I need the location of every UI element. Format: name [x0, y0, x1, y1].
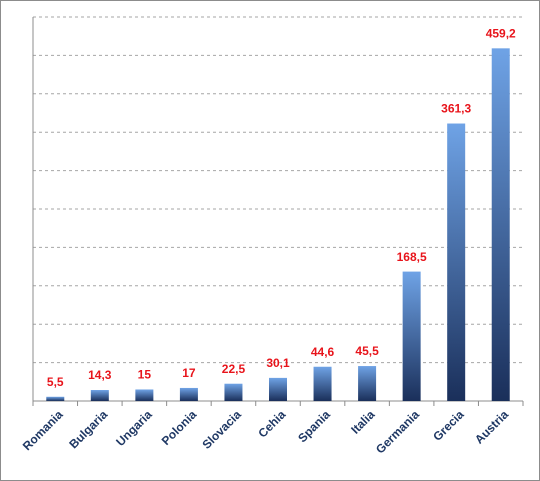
bar	[402, 271, 421, 401]
bar	[224, 383, 243, 401]
bar	[90, 390, 109, 401]
value-label: 14,3	[88, 368, 112, 382]
value-label: 44,6	[311, 345, 335, 359]
value-label: 5,5	[47, 375, 64, 389]
value-label: 45,5	[355, 344, 379, 358]
value-label: 459,2	[486, 27, 516, 41]
value-label: 361,3	[441, 102, 471, 116]
value-label: 22,5	[222, 362, 246, 376]
value-label: 168,5	[397, 250, 427, 264]
bar	[313, 366, 332, 401]
bar	[269, 377, 287, 401]
bar	[46, 396, 65, 401]
bar	[179, 387, 198, 401]
bar	[135, 389, 154, 401]
bar	[491, 48, 510, 401]
value-label: 30,1	[266, 356, 290, 370]
value-label: 15	[138, 368, 152, 382]
bar	[358, 366, 377, 401]
value-label: 17	[182, 366, 196, 380]
bar	[447, 123, 466, 401]
